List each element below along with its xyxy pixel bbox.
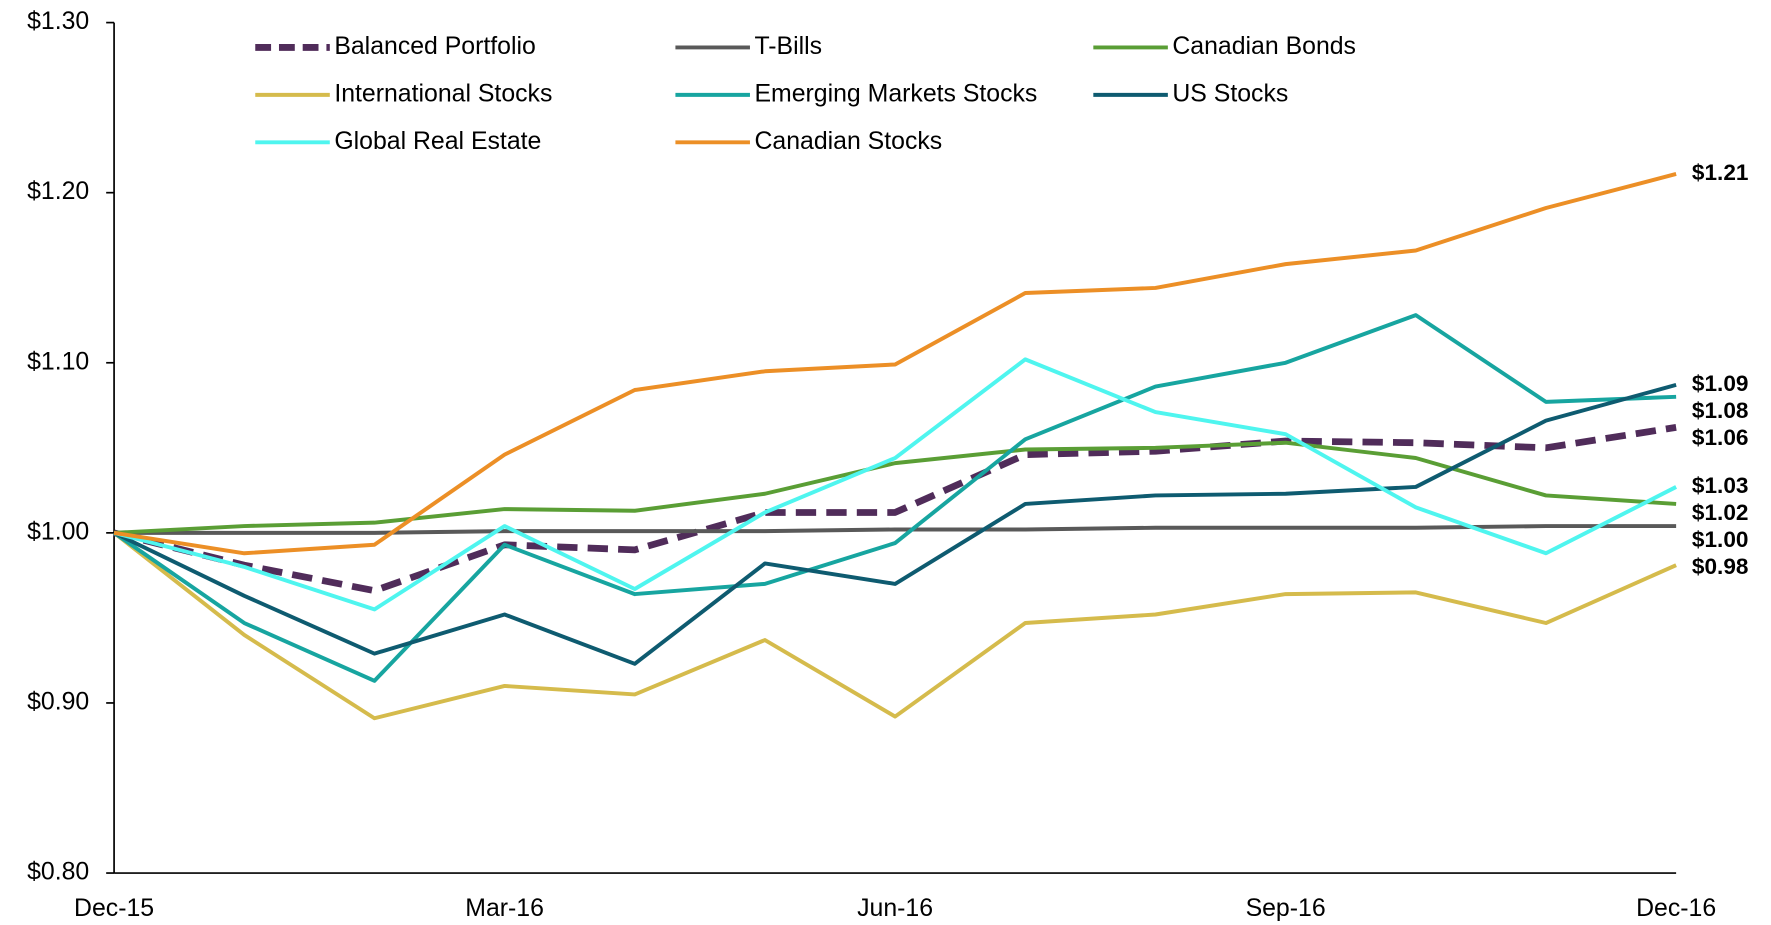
y-tick-label: $1.20 <box>27 178 89 205</box>
legend-label: Emerging Markets Stocks <box>754 80 1037 107</box>
y-tick-label: $0.90 <box>27 689 89 716</box>
end-label: $1.06 <box>1692 425 1749 450</box>
y-tick-label: $0.80 <box>27 859 89 886</box>
y-tick-label: $1.10 <box>27 348 89 375</box>
legend-label: Canadian Bonds <box>1172 33 1356 60</box>
series-line <box>114 524 1677 535</box>
end-label: $1.21 <box>1692 160 1749 185</box>
legend-label: T-Bills <box>754 33 822 60</box>
end-label: $1.00 <box>1692 527 1749 552</box>
series-line <box>113 440 1677 535</box>
end-label: $1.03 <box>1692 473 1749 498</box>
legend-label: International Stocks <box>334 80 552 107</box>
legend-label: Global Real Estate <box>334 128 541 155</box>
end-label: $0.98 <box>1692 554 1749 579</box>
x-tick-label: Mar-16 <box>465 895 544 922</box>
x-tick-label: Dec-16 <box>1636 895 1716 922</box>
x-tick-label: Sep-16 <box>1246 895 1326 922</box>
series-line <box>113 357 1678 612</box>
legend-label: US Stocks <box>1172 80 1288 107</box>
series-line <box>113 382 1677 666</box>
x-tick-label: Jun-16 <box>857 895 933 922</box>
legend-label: Canadian Stocks <box>754 128 942 155</box>
end-label: $1.02 <box>1692 500 1749 525</box>
end-label: $1.09 <box>1692 371 1749 396</box>
end-label: $1.08 <box>1692 398 1749 423</box>
y-tick-label: $1.30 <box>27 8 89 35</box>
series-line <box>112 313 1677 683</box>
series-line <box>112 531 1677 721</box>
series-line <box>113 172 1677 556</box>
legend-label: Balanced Portfolio <box>334 33 536 60</box>
y-tick-label: $1.00 <box>27 518 89 545</box>
x-tick-label: Dec-15 <box>74 895 154 922</box>
series-line <box>113 424 1677 595</box>
